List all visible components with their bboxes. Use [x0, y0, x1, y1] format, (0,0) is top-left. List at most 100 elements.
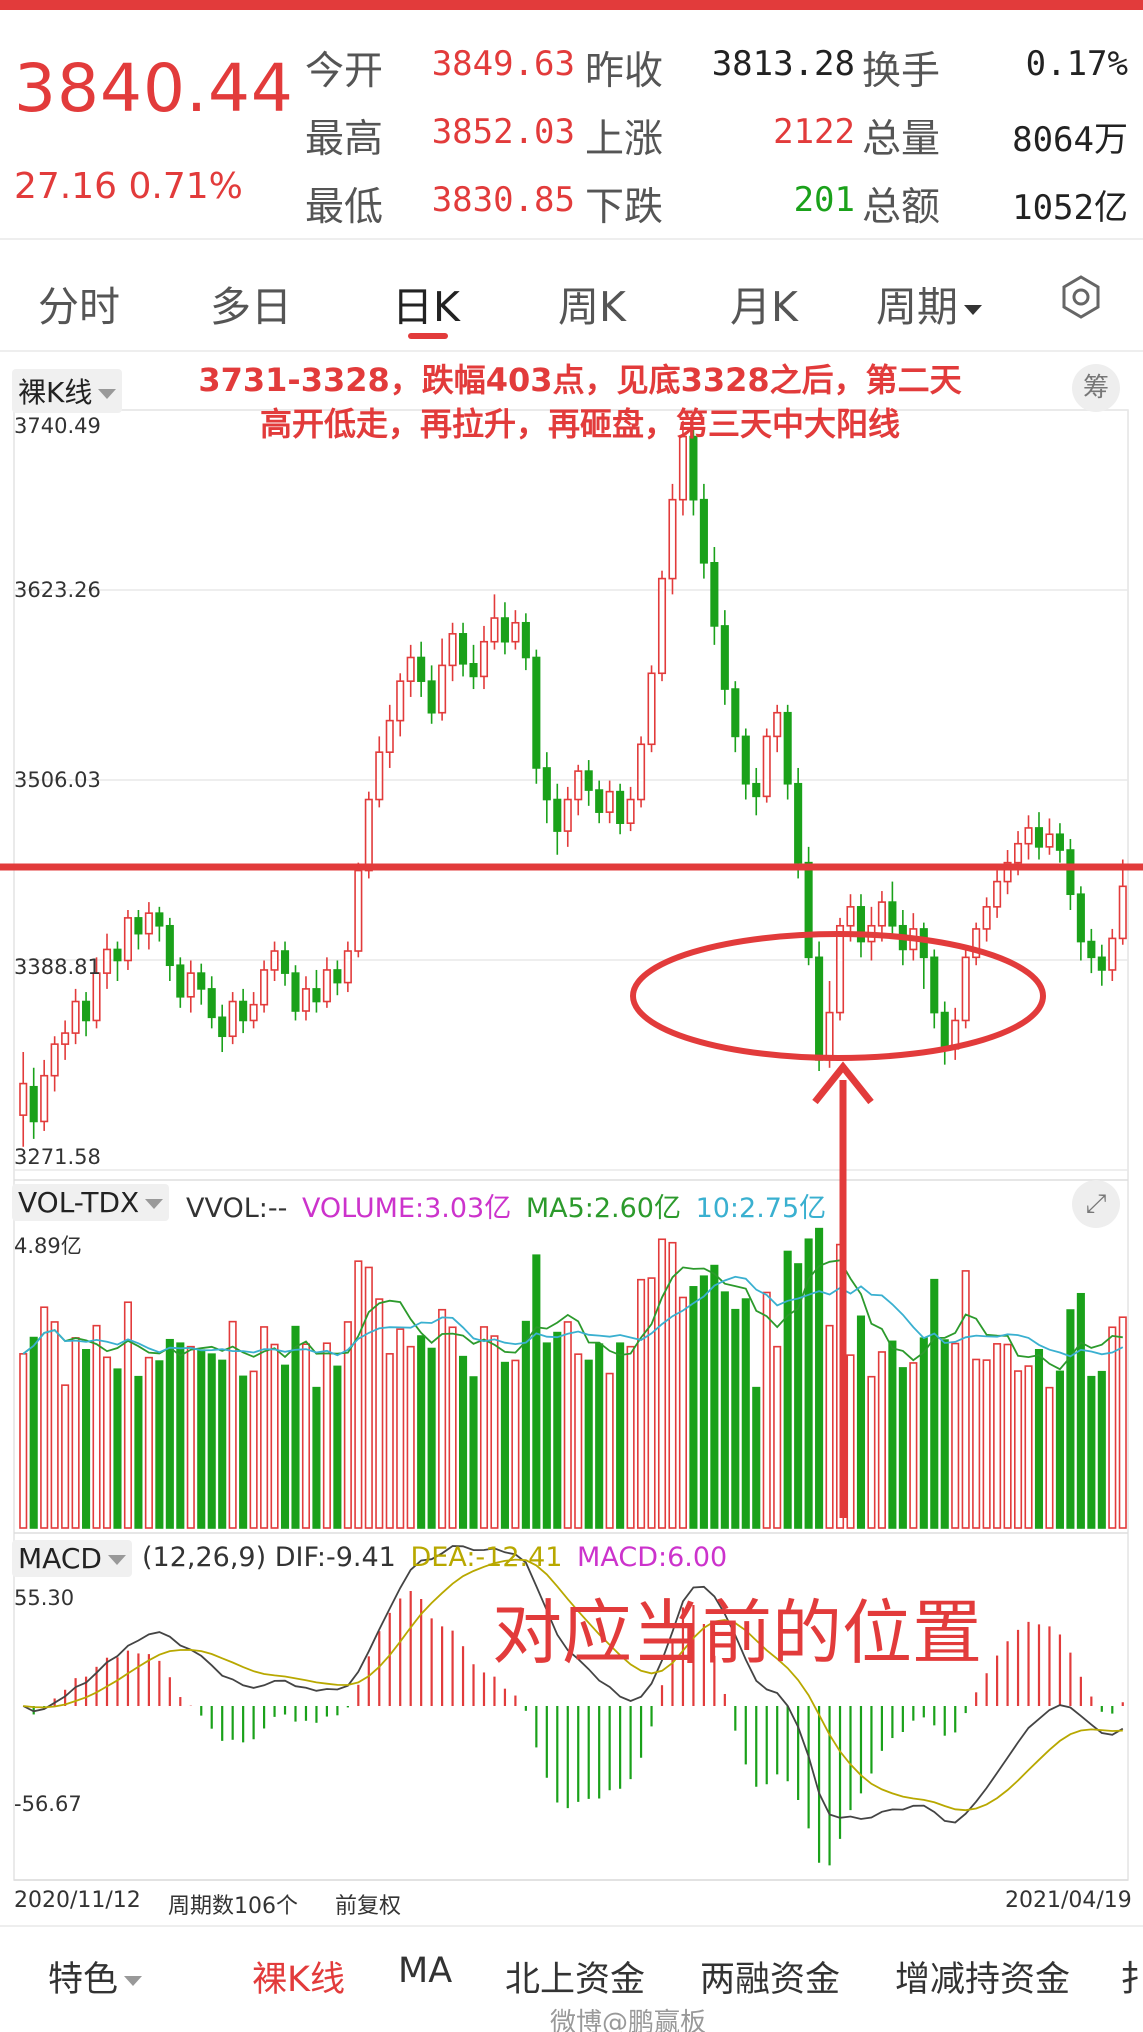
volume-bar	[888, 1340, 897, 1529]
candle-body	[1003, 861, 1012, 883]
kline-chart	[0, 409, 1143, 1881]
candle-body	[595, 789, 604, 813]
candle-body	[605, 790, 614, 813]
candle-body	[972, 928, 981, 959]
volume-bar	[218, 1359, 227, 1529]
settings-hexagon-icon[interactable]	[1057, 273, 1105, 321]
volume-bar	[155, 1360, 164, 1529]
active-tab-indicator	[408, 333, 448, 339]
tab-daily-k[interactable]: 日K	[392, 283, 460, 331]
volume-bar	[343, 1321, 352, 1529]
candle-body	[835, 924, 845, 1014]
volume-bar	[417, 1335, 426, 1529]
volume-bar	[1097, 1370, 1106, 1529]
quote-value: 8064万	[1012, 120, 1128, 160]
macd-params: (12,26,9)	[142, 1542, 267, 1573]
volume-bar	[144, 1356, 153, 1529]
chevron-down-icon	[145, 1199, 164, 1209]
volume-bar	[312, 1386, 321, 1529]
candle-body	[448, 633, 457, 667]
btab-ma[interactable]: MA	[398, 1951, 453, 1991]
watermark: 微博@鹏赢板	[550, 2008, 707, 2032]
volume-bar	[815, 1227, 824, 1529]
volume-bar	[930, 1278, 939, 1529]
chip-distribution-button[interactable]: 筹	[1072, 364, 1120, 412]
candle-body	[511, 621, 520, 643]
volume-bar	[867, 1375, 876, 1529]
price-change: 27.16 0.71%	[14, 166, 243, 207]
candle-body	[71, 1000, 80, 1034]
quote-value: 3852.03	[431, 112, 575, 152]
ma10-value: 10:2.75亿	[695, 1193, 827, 1224]
expand-icon[interactable]: ⤢	[1072, 1180, 1120, 1228]
volume-bar	[61, 1384, 70, 1529]
volume-bar	[773, 1345, 782, 1529]
volume-bar	[448, 1326, 457, 1529]
volume-bar	[29, 1336, 38, 1529]
candle-body	[19, 1082, 28, 1116]
volume-bar	[584, 1359, 593, 1529]
btab-margin[interactable]: 两融资金	[700, 1960, 841, 2000]
btab-featured-label: 特色	[48, 1960, 119, 2000]
volume-bar	[783, 1250, 792, 1529]
macd-legend: (12,26,9) DIF:-9.41 DEA:-12.41 MACD:6.00	[142, 1542, 727, 1573]
candle-body	[1097, 956, 1106, 971]
volume-indicator-selector[interactable]: VOL-TDX	[12, 1184, 170, 1221]
volume-bar	[92, 1324, 101, 1529]
macd-selector[interactable]: MACD	[12, 1540, 132, 1577]
quote-value: 201	[793, 180, 855, 220]
quote-label: 总量	[862, 117, 941, 162]
candle-body	[668, 498, 677, 580]
candle-body	[176, 964, 185, 998]
volume-bar	[1024, 1365, 1033, 1529]
volume-bar	[71, 1337, 80, 1529]
candle-body	[678, 435, 687, 501]
btab-naked-k[interactable]: 裸K线	[252, 1960, 345, 2000]
candle-body	[584, 770, 593, 791]
volume-bar	[574, 1353, 583, 1529]
candle-body	[144, 912, 153, 935]
volume-bar	[710, 1264, 719, 1529]
volume-bar	[82, 1349, 91, 1529]
volume-bar	[364, 1266, 373, 1529]
candle-body	[846, 906, 855, 927]
candle-body	[856, 906, 866, 943]
volume-bar	[762, 1291, 771, 1529]
kline-type-selector[interactable]: 裸K线	[12, 369, 123, 413]
volume-bar	[511, 1359, 520, 1529]
volume-bar	[678, 1296, 687, 1529]
candle-body	[993, 880, 1002, 908]
candle-body	[804, 861, 813, 959]
candle-body	[710, 562, 719, 627]
tab-period-dropdown[interactable]: 周期	[876, 273, 982, 333]
tab-weekly-k[interactable]: 周K	[558, 283, 626, 331]
end-date: 2021/04/19	[1005, 1888, 1132, 1913]
candle-body	[919, 928, 928, 959]
candle-body	[207, 988, 216, 1019]
tab-multi-day[interactable]: 多日	[210, 283, 292, 331]
top-accent-bar	[0, 0, 1143, 10]
volume-bar	[825, 1324, 834, 1529]
btab-featured[interactable]: 特色	[48, 1951, 143, 2002]
tab-monthly-k[interactable]: 月K	[730, 283, 798, 331]
candle-body	[186, 972, 195, 998]
macd-bottom-label: -56.67	[14, 1792, 82, 1816]
kline-type-label: 裸K线	[18, 376, 93, 409]
volume-bar	[637, 1278, 646, 1529]
candle-body	[490, 617, 499, 643]
chevron-down-icon	[98, 389, 117, 399]
btab-holdings-change[interactable]: 增减持资金	[895, 1960, 1071, 2000]
btab-more[interactable]: 扌	[1120, 1960, 1143, 2000]
volume-bar	[699, 1275, 708, 1529]
candle-body	[1014, 842, 1023, 864]
quote-label: 今开	[305, 49, 384, 94]
tab-intraday[interactable]: 分时	[38, 283, 120, 331]
btab-northbound[interactable]: 北上资金	[505, 1960, 646, 2000]
volume-bar	[993, 1343, 1002, 1529]
candle-body	[647, 672, 656, 746]
bottom-indicator-bar: 特色 裸K线 MA 北上资金 两融资金 增减持资金 扌 微博@鹏赢板	[0, 1925, 1143, 2032]
candle-body	[239, 1000, 248, 1022]
candle-body	[699, 498, 708, 564]
volume-bar	[731, 1308, 740, 1529]
